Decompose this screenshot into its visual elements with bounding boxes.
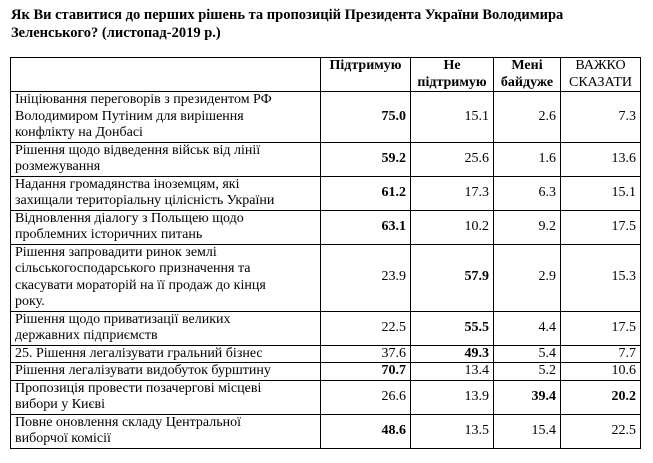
header-hard-to-say: ВАЖКО СКАЗАТИ bbox=[560, 57, 641, 92]
cell-not-support: 49.3 bbox=[410, 344, 494, 363]
row-label: Пропозиція провести позачергові місцеві … bbox=[10, 379, 321, 415]
table-row: Відновлення діалогу з Польщею щодо пробл… bbox=[10, 209, 641, 245]
cell-indifferent: 6.3 bbox=[493, 175, 561, 211]
row-label: Рішення щодо приватизації великих держав… bbox=[10, 310, 321, 346]
row-label: 25. Рішення легалізувати гральний бізнес bbox=[10, 344, 321, 363]
cell-support: 37.6 bbox=[320, 344, 411, 363]
table-row: Надання громадянства іноземцям, які захи… bbox=[10, 175, 641, 211]
table-row: 25. Рішення легалізувати гральний бізнес… bbox=[10, 344, 641, 363]
header-indifferent: Мені байдуже bbox=[493, 57, 561, 92]
cell-indifferent: 2.6 bbox=[493, 91, 561, 143]
table-header-row: Підтримую Не підтримую Мені байдуже ВАЖК… bbox=[10, 57, 641, 92]
cell-not-support: 13.4 bbox=[410, 362, 494, 381]
cell-not-support: 15.1 bbox=[410, 91, 494, 143]
table-row: Рішення легалізувати видобуток бурштину 7… bbox=[10, 362, 641, 381]
cell-not-support: 17.3 bbox=[410, 175, 494, 211]
cell-indifferent: 15.4 bbox=[493, 413, 561, 449]
cell-hard-to-say: 22.5 bbox=[560, 413, 641, 449]
cell-support: 75.0 bbox=[320, 91, 411, 143]
cell-support: 26.6 bbox=[320, 379, 411, 415]
cell-support: 48.6 bbox=[320, 413, 411, 449]
cell-support: 23.9 bbox=[320, 243, 411, 312]
cell-hard-to-say: 20.2 bbox=[560, 379, 641, 415]
header-blank bbox=[10, 57, 321, 92]
document-title: Як Ви ставитися до перших рішень та проп… bbox=[11, 7, 564, 41]
cell-hard-to-say: 13.6 bbox=[560, 141, 641, 177]
cell-hard-to-say: 15.3 bbox=[560, 243, 641, 312]
cell-indifferent: 1.6 bbox=[493, 141, 561, 177]
survey-table: Підтримую Не підтримую Мені байдуже ВАЖК… bbox=[10, 57, 641, 449]
cell-hard-to-say: 17.5 bbox=[560, 310, 641, 346]
cell-indifferent: 5.4 bbox=[493, 344, 561, 363]
cell-not-support: 57.9 bbox=[410, 243, 494, 312]
cell-hard-to-say: 7.3 bbox=[560, 91, 641, 143]
cell-support: 61.2 bbox=[320, 175, 411, 211]
row-label: Рішення запровадити ринок землі сільсько… bbox=[10, 243, 321, 312]
table-row: Рішення щодо відведення військ від лінії… bbox=[10, 141, 641, 177]
row-label: Повне оновлення складу Центральної вибор… bbox=[10, 413, 321, 449]
row-label: Рішення легалізувати видобуток бурштину bbox=[10, 362, 321, 381]
cell-indifferent: 5.2 bbox=[493, 362, 561, 381]
header-not-support: Не підтримую bbox=[410, 57, 494, 92]
row-label: Ініціювання переговорів з президентом РФ… bbox=[10, 91, 321, 143]
cell-indifferent: 2.9 bbox=[493, 243, 561, 312]
row-label: Рішення щодо відведення військ від лінії… bbox=[10, 141, 321, 177]
table-row: Рішення щодо приватизації великих держав… bbox=[10, 310, 641, 346]
cell-not-support: 25.6 bbox=[410, 141, 494, 177]
header-support: Підтримую bbox=[320, 57, 411, 92]
cell-not-support: 10.2 bbox=[410, 209, 494, 245]
table-row: Ініціювання переговорів з президентом РФ… bbox=[10, 91, 641, 143]
cell-support: 22.5 bbox=[320, 310, 411, 346]
cell-support: 70.7 bbox=[320, 362, 411, 381]
cell-not-support: 13.5 bbox=[410, 413, 494, 449]
cell-support: 59.2 bbox=[320, 141, 411, 177]
table-row: Рішення запровадити ринок землі сільсько… bbox=[10, 243, 641, 312]
table-row: Пропозиція провести позачергові місцеві … bbox=[10, 379, 641, 415]
cell-indifferent: 4.4 bbox=[493, 310, 561, 346]
cell-hard-to-say: 7.7 bbox=[560, 344, 641, 363]
cell-not-support: 55.5 bbox=[410, 310, 494, 346]
cell-hard-to-say: 10.6 bbox=[560, 362, 641, 381]
row-label: Надання громадянства іноземцям, які захи… bbox=[10, 175, 321, 211]
cell-indifferent: 39.4 bbox=[493, 379, 561, 415]
cell-not-support: 13.9 bbox=[410, 379, 494, 415]
row-label: Відновлення діалогу з Польщею щодо пробл… bbox=[10, 209, 321, 245]
cell-support: 63.1 bbox=[320, 209, 411, 245]
table-row: Повне оновлення складу Центральної вибор… bbox=[10, 413, 641, 449]
cell-hard-to-say: 17.5 bbox=[560, 209, 641, 245]
cell-hard-to-say: 15.1 bbox=[560, 175, 641, 211]
cell-indifferent: 9.2 bbox=[493, 209, 561, 245]
